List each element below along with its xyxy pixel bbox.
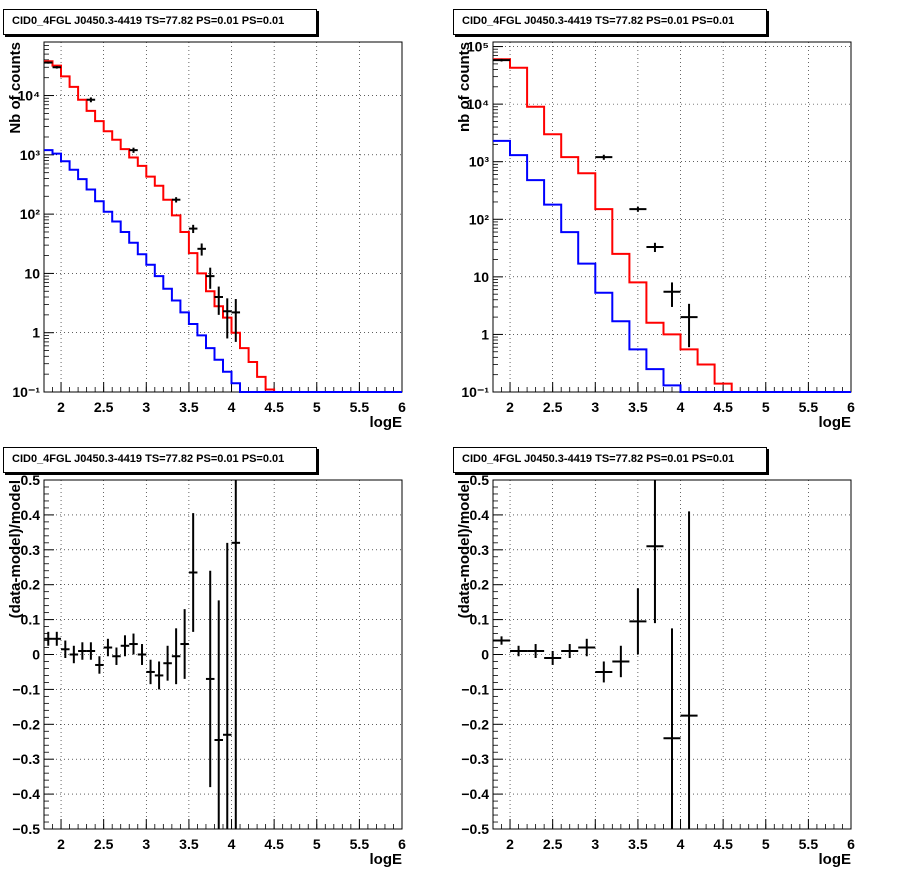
model-total-histogram [493, 58, 851, 393]
x-tick-label: 6 [398, 836, 406, 852]
x-tick-label: 4.5 [264, 836, 284, 852]
plot-2 [43, 479, 403, 830]
y-tick-label: −0.2 [461, 716, 489, 732]
y-axis-label: (data-model)/model [7, 480, 24, 618]
x-tick-label: 3.5 [179, 399, 199, 415]
x-tick-label: 6 [847, 836, 855, 852]
y-tick-label: 10³ [469, 154, 490, 170]
x-tick-label: 6 [847, 399, 855, 415]
y-tick-label: 10⁴ [467, 96, 490, 112]
y-tick-label: 0.1 [21, 612, 41, 628]
plot-frame [492, 41, 852, 393]
x-tick-label: 5.5 [350, 399, 370, 415]
y-tick-label: 10² [20, 206, 41, 222]
x-tick-label: 2.5 [94, 836, 114, 852]
y-tick-label: 0.5 [470, 472, 490, 488]
y-tick-label: −0.3 [461, 751, 489, 767]
y-tick-label: 0 [32, 647, 40, 663]
x-tick-label: 2 [506, 836, 514, 852]
model-total-histogram [44, 60, 402, 393]
x-tick-label: 2.5 [543, 836, 563, 852]
x-tick-label: 5 [762, 836, 770, 852]
y-tick-label: −0.2 [12, 716, 40, 732]
x-tick-label: 4.5 [713, 399, 733, 415]
y-axis-label: nb of counts [456, 42, 473, 132]
plot-1 [492, 41, 852, 393]
y-tick-label: 10 [473, 269, 489, 285]
x-axis-label: logE [370, 414, 403, 431]
y-axis-label: (data-model)/model [456, 480, 473, 618]
x-tick-label: 3 [142, 399, 150, 415]
y-tick-label: 0.3 [21, 542, 41, 558]
x-tick-label: 3.5 [628, 836, 648, 852]
plot-title-bottom-right: CID0_4FGL J0450.3-4419 TS=77.82 PS=0.01 … [453, 447, 767, 473]
y-tick-label: −0.1 [461, 681, 489, 697]
x-tick-label: 2.5 [94, 399, 114, 415]
x-axis-label: logE [819, 851, 852, 868]
x-axis-label: logE [819, 414, 852, 431]
x-tick-label: 3.5 [179, 836, 199, 852]
y-tick-label: 0.4 [470, 507, 490, 523]
y-tick-label: −0.5 [461, 821, 489, 837]
x-tick-label: 3.5 [628, 399, 648, 415]
x-tick-label: 4 [677, 399, 685, 415]
model-source-histogram [44, 149, 402, 393]
x-axis-label: logE [370, 851, 403, 868]
plot-frame [43, 479, 403, 830]
plot-frame [43, 41, 403, 393]
x-tick-label: 4.5 [264, 399, 284, 415]
y-tick-label: 10 [24, 265, 40, 281]
x-tick-label: 3 [591, 399, 599, 415]
plot-0 [43, 41, 403, 393]
y-tick-label: 10⁻¹ [461, 384, 489, 400]
y-tick-label: 0 [481, 647, 489, 663]
plot-title-top-left: CID0_4FGL J0450.3-4419 TS=77.82 PS=0.01 … [3, 9, 317, 35]
x-tick-label: 4.5 [713, 836, 733, 852]
x-tick-label: 4 [228, 399, 236, 415]
x-tick-label: 2 [57, 836, 65, 852]
y-tick-label: 10² [469, 211, 490, 227]
x-tick-label: 2 [506, 399, 514, 415]
model-source-histogram [493, 139, 851, 393]
y-tick-label: 1 [32, 325, 40, 341]
y-tick-label: 10⁴ [18, 88, 41, 104]
x-tick-label: 5 [762, 399, 770, 415]
y-axis-label: Nb of counts [7, 42, 24, 134]
x-tick-label: 5 [313, 399, 321, 415]
y-tick-label: 0.3 [470, 542, 490, 558]
y-tick-label: −0.4 [12, 786, 40, 802]
y-tick-label: −0.3 [12, 751, 40, 767]
x-tick-label: 5.5 [799, 399, 819, 415]
x-tick-label: 2 [57, 399, 65, 415]
x-tick-label: 2.5 [543, 399, 563, 415]
y-tick-label: 1 [481, 326, 489, 342]
y-tick-label: 0.2 [470, 577, 490, 593]
y-tick-label: 0.4 [21, 507, 41, 523]
y-tick-label: 0.1 [470, 612, 490, 628]
plot-title-bottom-left: CID0_4FGL J0450.3-4419 TS=77.82 PS=0.01 … [3, 447, 317, 473]
y-tick-label: 0.2 [21, 577, 41, 593]
x-tick-label: 5.5 [799, 836, 819, 852]
y-tick-label: −0.4 [461, 786, 489, 802]
x-tick-label: 3 [591, 836, 599, 852]
x-tick-label: 5 [313, 836, 321, 852]
y-tick-label: −0.5 [12, 821, 40, 837]
y-tick-label: −0.1 [12, 681, 40, 697]
y-tick-label: 0.5 [21, 472, 41, 488]
x-tick-label: 5.5 [350, 836, 370, 852]
x-tick-label: 6 [398, 399, 406, 415]
x-tick-label: 4 [677, 836, 685, 852]
y-tick-label: 10³ [20, 147, 41, 163]
x-tick-label: 4 [228, 836, 236, 852]
plot-title-top-right: CID0_4FGL J0450.3-4419 TS=77.82 PS=0.01 … [453, 9, 767, 35]
plot-3 [492, 479, 852, 830]
y-tick-label: 10⁻¹ [12, 384, 40, 400]
x-tick-label: 3 [142, 836, 150, 852]
y-tick-label: 10⁵ [467, 39, 489, 55]
